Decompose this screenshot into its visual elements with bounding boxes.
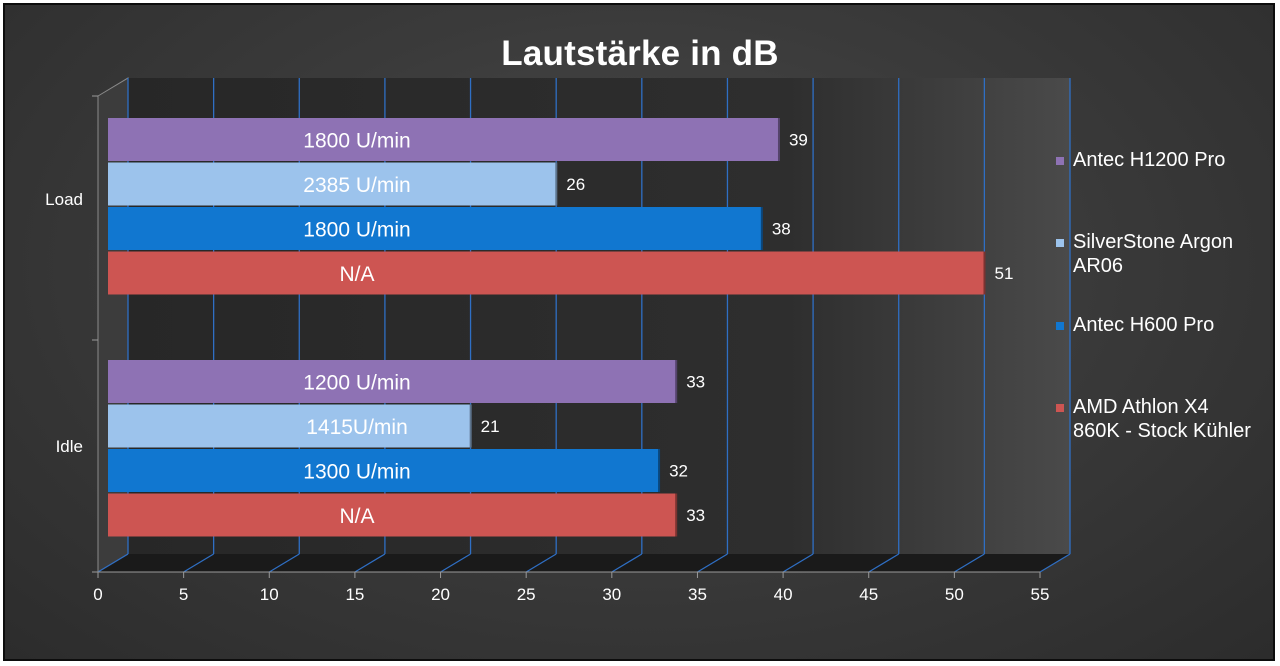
bar-inner-label: N/A [339,505,374,528]
data-label: 21 [481,417,500,436]
y-category-label: Idle [56,437,83,456]
x-tick-label: 30 [602,585,621,604]
chart-title: Lautstärke in dB [501,34,779,73]
gridline-floor [354,553,386,573]
legend-swatch [1056,404,1064,412]
bar [108,162,556,206]
legend-label: SilverStone Argon AR06 [1073,231,1234,277]
bar [108,493,676,537]
legend-swatch [1056,239,1064,247]
bar-end-shade [776,118,780,161]
data-label: 33 [686,373,705,392]
x-tick-label: 50 [945,585,964,604]
data-label: 39 [789,131,808,150]
bar-inner-label: N/A [339,263,374,286]
x-tick-label: 0 [93,585,102,604]
x-tick-label: 10 [260,585,279,604]
x-tick-label: 5 [179,585,188,604]
legend-swatch [1056,322,1064,330]
gridline-floor [440,553,471,573]
gridline-floor [97,553,129,573]
bar-inner-label: 1800 U/min [303,219,410,242]
bar [108,251,984,295]
legend-label: Antec H600 Pro [1073,314,1215,336]
y-category-label: Load [45,190,83,209]
gridline-floor [611,553,643,573]
x-tick-label: 55 [1031,585,1050,604]
x-tick-label: 40 [774,585,793,604]
bar-inner-label: 1800 U/min [303,130,410,153]
data-label: 32 [669,462,688,481]
bar [108,118,778,161]
x-tick-label: 25 [517,585,536,604]
bar-end-shade [468,404,472,448]
gridline-floor [183,553,214,573]
bar [108,449,659,492]
bar-end-shade [759,207,763,250]
gridline-floor [782,553,814,573]
bar [108,360,676,403]
bar-end-shade [657,449,661,492]
x-tick-label: 15 [345,585,364,604]
data-label: 26 [566,175,585,194]
gridline-floor [268,553,300,573]
bar [108,207,761,250]
bar-inner-label: 1200 U/min [303,372,410,395]
legend-label: Antec H1200 Pro [1073,149,1226,171]
legend-swatch [1056,157,1064,165]
bar-inner-label: 2385 U/min [303,174,410,197]
bar [108,404,470,448]
gridline-floor [697,553,728,573]
bar-inner-label: 1415U/min [306,416,408,439]
x-tick-label: 45 [859,585,878,604]
x-tick-label: 35 [688,585,707,604]
bar-inner-label: 1300 U/min [303,461,410,484]
legend-label: AMD Athlon X4 860K - Stock Kühler [1073,396,1251,442]
data-label: 51 [994,264,1013,283]
bar-end-shade [982,251,986,295]
bar-end-shade [674,493,678,537]
data-label: 38 [772,220,791,239]
gridline-floor [525,553,557,573]
bar-end-shade [674,360,678,403]
gridline-floor [1039,553,1071,573]
bar-end-shade [554,162,558,206]
gridline-floor [954,553,985,573]
x-tick-label: 20 [431,585,450,604]
data-label: 33 [686,506,705,525]
plot-floor [98,554,1070,572]
gridline-floor [868,553,900,573]
